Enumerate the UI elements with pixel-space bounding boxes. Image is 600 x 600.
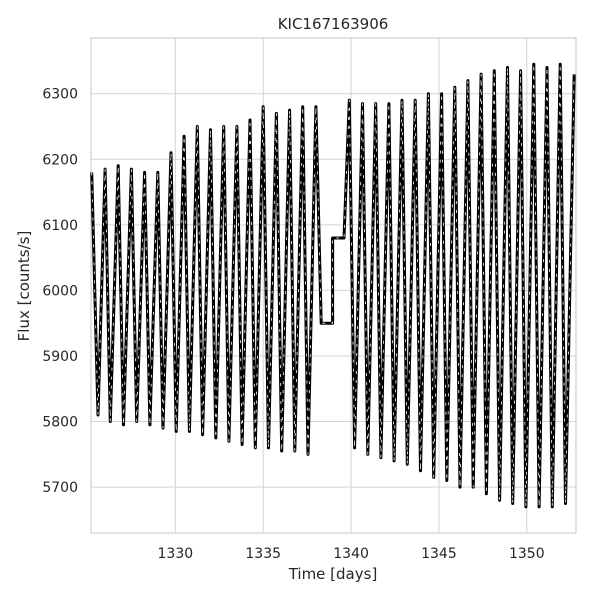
y-tick-label: 5700 — [42, 480, 78, 496]
x-tick-label: 1345 — [421, 546, 457, 562]
x-tick-label: 1340 — [333, 546, 369, 562]
flux-series-line-center — [91, 63, 575, 508]
y-tick-label: 6300 — [42, 87, 78, 103]
x-tick-label: 1335 — [245, 546, 281, 562]
x-tick-label: 1330 — [158, 546, 194, 562]
chart-title: KIC167163906 — [278, 15, 389, 33]
tick-labels: 1330 1335 1340 1345 1350 5700 5800 5900 6000 6100… — [42, 87, 544, 562]
y-tick-label: 6000 — [42, 283, 78, 299]
y-tick-label: 6100 — [42, 218, 78, 234]
y-tick-label: 5900 — [42, 349, 78, 365]
x-tick-label: 1350 — [509, 546, 545, 562]
x-axis-label: Time [days] — [288, 565, 378, 583]
y-axis-label: Flux [counts/s] — [15, 231, 33, 342]
y-tick-label: 5800 — [42, 415, 78, 431]
y-tick-label: 6200 — [42, 152, 78, 168]
data-layer — [90, 62, 576, 509]
